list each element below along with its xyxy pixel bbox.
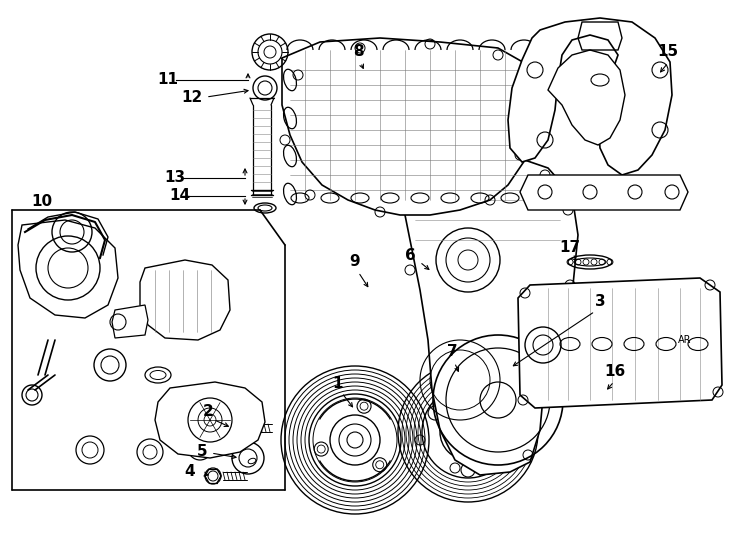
- Text: 2: 2: [203, 404, 214, 420]
- Text: 11: 11: [158, 72, 178, 87]
- Text: 14: 14: [170, 188, 191, 204]
- Text: AR: AR: [678, 335, 691, 345]
- Text: 8: 8: [353, 44, 363, 59]
- Text: 7: 7: [447, 345, 457, 360]
- Polygon shape: [518, 278, 722, 408]
- Polygon shape: [140, 260, 230, 340]
- Text: 6: 6: [404, 247, 415, 262]
- Polygon shape: [548, 50, 625, 145]
- Text: 10: 10: [32, 194, 53, 210]
- Polygon shape: [520, 175, 688, 210]
- Polygon shape: [282, 38, 538, 215]
- Text: 3: 3: [595, 294, 606, 309]
- Text: 5: 5: [197, 444, 207, 460]
- Polygon shape: [112, 305, 148, 338]
- Text: 12: 12: [181, 91, 203, 105]
- Polygon shape: [155, 382, 265, 458]
- Text: 9: 9: [349, 254, 360, 269]
- Polygon shape: [403, 155, 578, 475]
- Text: 4: 4: [185, 464, 195, 480]
- Text: 17: 17: [559, 240, 581, 255]
- Polygon shape: [508, 18, 672, 175]
- Text: 1: 1: [333, 375, 344, 390]
- Text: 15: 15: [658, 44, 678, 59]
- Text: 13: 13: [164, 171, 186, 186]
- Polygon shape: [18, 220, 118, 318]
- Text: 16: 16: [604, 364, 625, 380]
